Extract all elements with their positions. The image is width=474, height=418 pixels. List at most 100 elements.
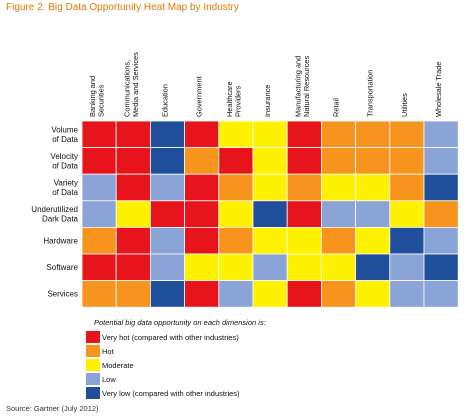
heatmap-cell bbox=[423, 173, 459, 202]
heatmap-cell bbox=[286, 147, 322, 175]
heatmap-cell bbox=[218, 173, 254, 202]
column-label: Communications,Media and Services bbox=[122, 52, 140, 117]
heatmap-cell bbox=[149, 253, 185, 282]
heatmap-cell bbox=[81, 120, 117, 149]
heatmap-cell bbox=[389, 200, 425, 228]
heatmap-cell bbox=[149, 226, 185, 255]
heatmap-cell bbox=[184, 120, 220, 149]
column-label: Insurance bbox=[263, 85, 272, 117]
heatmap-cell bbox=[184, 253, 220, 282]
heatmap-cell bbox=[184, 147, 220, 175]
heatmap-cell bbox=[389, 120, 425, 149]
heatmap-cell bbox=[218, 120, 254, 149]
heatmap-cell bbox=[355, 200, 391, 228]
heatmap-cell bbox=[286, 120, 322, 149]
legend-item: Very hot (compared with other industries… bbox=[86, 331, 239, 343]
heatmap-cell bbox=[423, 280, 459, 308]
heatmap-cell bbox=[320, 173, 356, 202]
heatmap-chart: Banking andSecurities Communications,Medi… bbox=[31, 52, 459, 308]
heatmap-cell bbox=[320, 147, 356, 175]
heatmap-cell bbox=[423, 120, 459, 149]
column-label: Banking andSecurities bbox=[88, 76, 106, 117]
heatmap-cell bbox=[320, 253, 356, 282]
heatmap-cell bbox=[218, 226, 254, 255]
heatmap-cell bbox=[184, 226, 220, 255]
legend-label: Hot bbox=[102, 346, 114, 356]
heatmap-cell bbox=[81, 173, 117, 202]
heatmap-cell bbox=[320, 226, 356, 255]
column-label: Utilities bbox=[400, 93, 409, 117]
heatmap-cell bbox=[184, 280, 220, 308]
heatmap-cell bbox=[389, 226, 425, 255]
heatmap-cell bbox=[149, 120, 185, 149]
heatmap-cell bbox=[81, 200, 117, 228]
heatmap-cell bbox=[218, 253, 254, 282]
heatmap-cell bbox=[355, 226, 391, 255]
heatmap-cell bbox=[81, 280, 117, 308]
legend-item: Low bbox=[86, 373, 116, 385]
heatmap-cell bbox=[252, 147, 288, 175]
heatmap-cell bbox=[389, 280, 425, 308]
heatmap-cell bbox=[218, 200, 254, 228]
heatmap-cell bbox=[115, 280, 151, 308]
heatmap-cell bbox=[115, 200, 151, 228]
heatmap-cell bbox=[320, 280, 356, 308]
column-label: Manufacturing andNatural Resources bbox=[293, 55, 311, 117]
heatmap-cell bbox=[149, 147, 185, 175]
heatmap-cell bbox=[389, 173, 425, 202]
heatmap-cell bbox=[320, 200, 356, 228]
heatmap-cell bbox=[218, 147, 254, 175]
heatmap-cell bbox=[81, 147, 117, 175]
legend-swatch bbox=[86, 387, 100, 399]
heatmap-cell bbox=[252, 253, 288, 282]
legend-item: Very low (compared with other industries… bbox=[86, 387, 240, 399]
heatmap-cell bbox=[81, 226, 117, 255]
heatmap-cell bbox=[252, 120, 288, 149]
heatmap-cell bbox=[286, 280, 322, 308]
heatmap-cell bbox=[355, 147, 391, 175]
heatmap-cell bbox=[149, 173, 185, 202]
heatmap-cell bbox=[423, 200, 459, 228]
legend-label: Moderate bbox=[102, 360, 134, 370]
legend-label: Very hot (compared with other industries… bbox=[102, 332, 239, 342]
heatmap-cell bbox=[423, 147, 459, 175]
heatmap-cell bbox=[184, 200, 220, 228]
legend-title: Potential big data opportunity on each d… bbox=[94, 318, 266, 327]
heatmap-cell bbox=[81, 253, 117, 282]
heatmap-cell bbox=[423, 226, 459, 255]
heatmap-cell bbox=[218, 280, 254, 308]
row-label: Velocity of Data bbox=[50, 152, 78, 171]
heatmap-cell bbox=[149, 280, 185, 308]
row-label: Services bbox=[47, 290, 78, 299]
legend-item: Moderate bbox=[86, 359, 134, 371]
heatmap-cell bbox=[286, 226, 322, 255]
column-label: Education bbox=[161, 84, 170, 117]
heatmap-cell bbox=[115, 253, 151, 282]
legend-swatch bbox=[86, 345, 100, 357]
figure-title: Figure 2. Big Data Opportunity Heat Map … bbox=[6, 2, 239, 13]
heatmap-cell bbox=[355, 280, 391, 308]
legend-swatch bbox=[86, 331, 100, 343]
column-label: Retail bbox=[332, 98, 341, 117]
row-label: Underutilized Dark Data bbox=[31, 205, 78, 224]
heatmap-cell bbox=[149, 200, 185, 228]
legend-swatch bbox=[86, 359, 100, 371]
heatmap-cell bbox=[286, 253, 322, 282]
column-label: Transportation bbox=[366, 70, 375, 117]
heatmap-cell bbox=[286, 173, 322, 202]
heatmap-cell bbox=[286, 200, 322, 228]
heatmap-cell bbox=[355, 173, 391, 202]
heatmap-cell bbox=[355, 253, 391, 282]
heatmap-cell bbox=[252, 200, 288, 228]
heatmap-cell bbox=[252, 226, 288, 255]
legend-item: Hot bbox=[86, 345, 114, 357]
heatmap-cell bbox=[184, 173, 220, 202]
row-label: Variety of Data bbox=[52, 179, 78, 198]
heatmap-cell bbox=[252, 280, 288, 308]
heatmap-cell bbox=[320, 120, 356, 149]
heatmap-cell bbox=[389, 253, 425, 282]
row-label: Hardware bbox=[43, 237, 78, 246]
heatmap-cell bbox=[115, 147, 151, 175]
heatmap-cell bbox=[115, 226, 151, 255]
row-label: Software bbox=[46, 263, 78, 272]
